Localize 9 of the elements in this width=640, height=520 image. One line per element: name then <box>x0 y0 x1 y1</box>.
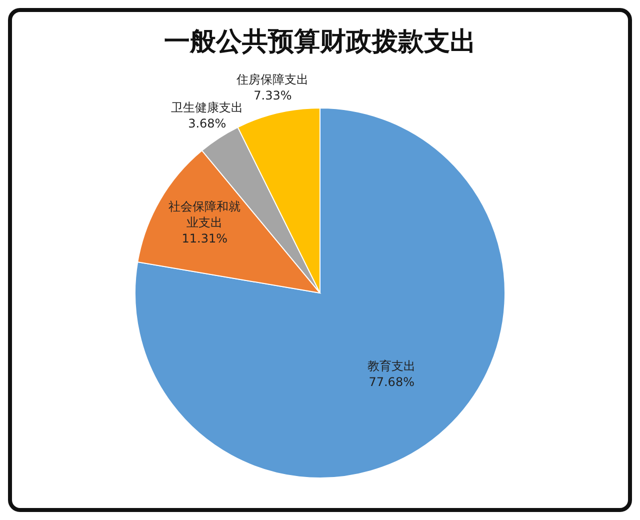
data-label: 11.31% <box>182 231 228 246</box>
slice-label: 住房保障支出 <box>236 72 309 86</box>
slice-label: 教育支出 <box>368 358 416 373</box>
data-label: 3.68% <box>188 116 226 130</box>
data-label: 7.33% <box>254 88 292 102</box>
chart-title: 一般公共预算财政拨款支出 <box>164 27 476 57</box>
slice-label: 社会保障和就业支出 <box>168 199 241 230</box>
slice-label: 卫生健康支出 <box>171 100 244 114</box>
data-label: 77.68% <box>368 374 414 389</box>
